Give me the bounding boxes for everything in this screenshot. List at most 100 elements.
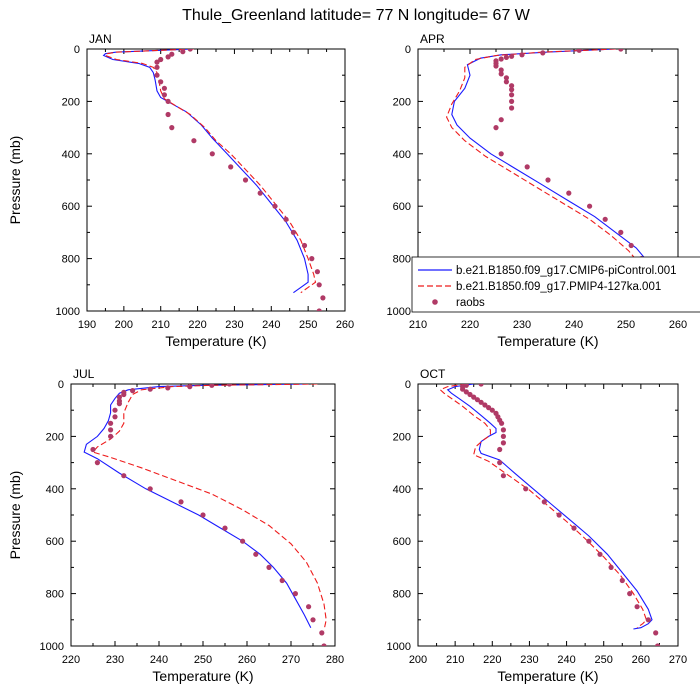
raobs-point <box>121 473 127 479</box>
y-tick-label: 0 <box>405 379 411 391</box>
raobs-point <box>112 414 118 420</box>
raobs-point <box>627 591 633 597</box>
raobs-point <box>242 177 249 183</box>
raobs-point <box>158 56 164 63</box>
raobs-point <box>628 242 634 249</box>
raobs-point <box>165 98 171 104</box>
figure-title: Thule_Greenland latitude= 77 N longitude… <box>182 7 531 24</box>
raobs-point <box>467 391 473 398</box>
series-group <box>83 384 327 646</box>
raobs-point <box>209 151 215 157</box>
x-tick-label: 190 <box>78 319 96 331</box>
legend-label: b.e21.B1850.f09_g17.CMIP6-piControl.001 <box>456 265 677 277</box>
raobs-point <box>147 386 153 392</box>
raobs-point <box>500 427 506 433</box>
raobs-point <box>500 440 506 446</box>
raobs-point <box>178 499 184 505</box>
raobs-point <box>154 72 160 78</box>
raobs-point <box>319 630 325 636</box>
x-axis-label: Temperature (K) <box>152 668 253 684</box>
x-tick-label: 220 <box>62 654 80 666</box>
raobs-point <box>209 384 215 388</box>
raobs-point <box>498 56 504 62</box>
raobs-point <box>320 295 326 301</box>
raobs-point <box>619 577 625 584</box>
raobs-point <box>519 52 525 58</box>
y-tick-label: 400 <box>62 149 80 161</box>
raobs-point <box>158 79 164 85</box>
raobs-point <box>566 190 572 196</box>
raobs-point <box>253 551 259 557</box>
x-tick-label: 230 <box>106 654 124 666</box>
raobs-point <box>493 125 499 131</box>
x-tick-label: 260 <box>238 654 256 666</box>
raobs-point <box>165 385 171 391</box>
x-tick-label: 240 <box>565 319 583 331</box>
raobs-point <box>509 105 515 111</box>
series-line-piControl <box>83 384 312 628</box>
raobs-point <box>493 63 499 69</box>
x-tick-label: 220 <box>188 319 206 331</box>
plot-frame <box>86 48 346 312</box>
y-axis-label: Pressure (mb) <box>7 471 23 560</box>
raobs-point <box>147 486 153 492</box>
x-tick-label: 200 <box>115 319 133 331</box>
x-tick-label: 230 <box>225 319 243 331</box>
x-tick-label: 250 <box>194 654 212 666</box>
series-line-piControl <box>446 384 653 630</box>
raobs-point <box>169 125 175 131</box>
raobs-point <box>634 604 640 610</box>
raobs-point <box>509 53 515 59</box>
raobs-point <box>316 282 322 288</box>
y-tick-label: 200 <box>62 96 80 108</box>
raobs-point <box>602 216 608 222</box>
raobs-point <box>316 308 322 311</box>
series-line-127ka <box>104 49 317 294</box>
raobs-point <box>471 394 477 400</box>
raobs-point <box>503 75 509 81</box>
legend-label: raobs <box>456 297 485 309</box>
x-tick-label: 270 <box>282 654 300 666</box>
raobs-point <box>653 630 659 636</box>
x-tick-label: 220 <box>483 654 501 666</box>
chart-panels: 190 200 210 220 230 240 250 260 0 200 400 600 800 100… <box>7 32 700 684</box>
raobs-point <box>571 525 577 531</box>
x-tick-label: 230 <box>513 319 531 331</box>
raobs-point <box>576 49 582 53</box>
raobs-point <box>187 49 193 52</box>
raobs-point <box>556 512 562 518</box>
raobs-point <box>540 50 546 56</box>
raobs-point <box>474 397 480 403</box>
series-line-piControl <box>451 49 666 296</box>
legend-label: b.e21.B1850.f09_g17.PMIP4-127ka.001 <box>456 281 661 293</box>
raobs-point <box>161 92 167 98</box>
raobs-point <box>498 71 504 77</box>
raobs-point <box>497 446 503 453</box>
x-tick-label: 240 <box>150 654 168 666</box>
raobs-point <box>161 85 167 91</box>
y-tick-label: 600 <box>393 201 411 213</box>
legend: b.e21.B1850.f09_g17.CMIP6-piControl.001b… <box>411 256 700 313</box>
raobs-point <box>226 384 232 387</box>
y-tick-label: 800 <box>62 254 80 266</box>
raobs-point <box>314 269 320 275</box>
raobs-point <box>112 407 118 413</box>
raobs-point <box>180 49 186 55</box>
panel-label: JAN <box>89 32 112 46</box>
raobs-point <box>266 564 272 571</box>
x-tick-label: 210 <box>152 319 170 331</box>
y-tick-label: 800 <box>393 254 411 266</box>
raobs-point <box>301 242 308 249</box>
y-tick-label: 0 <box>405 44 411 56</box>
panel-label: OCT <box>420 367 446 381</box>
raobs-point <box>222 525 228 531</box>
raobs-point <box>509 92 515 98</box>
raobs-point <box>290 229 296 235</box>
series-line-piControl <box>102 49 309 294</box>
raobs-point <box>187 384 193 390</box>
raobs-point <box>116 394 122 400</box>
raobs-point <box>306 604 312 610</box>
y-tick-label: 1000 <box>387 306 411 318</box>
legend-marker <box>432 299 438 305</box>
